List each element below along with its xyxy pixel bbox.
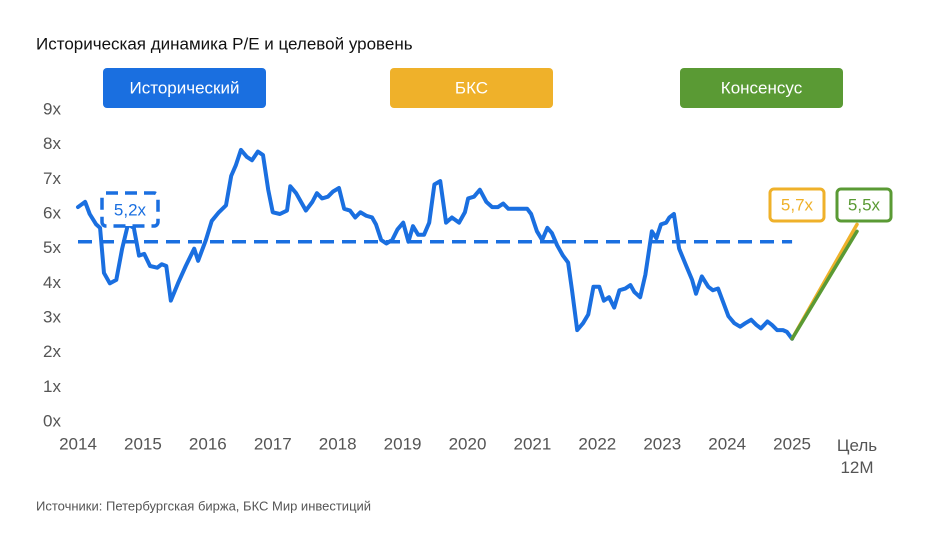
average-label-box: [100, 191, 160, 228]
x-tick-label: 2018: [319, 434, 357, 453]
x-tick-label: 2021: [514, 434, 552, 453]
series-line: [76, 147, 795, 341]
y-tick-label: 8x: [43, 134, 61, 153]
y-tick-label: 1x: [43, 377, 61, 396]
legend-label: БКС: [455, 78, 488, 97]
y-tick-label: 0x: [43, 411, 61, 430]
legend-button: [680, 68, 843, 108]
y-tick-label: 7x: [43, 169, 61, 188]
x-tick-label: 2022: [578, 434, 616, 453]
chart-title: Историческая динамика P/E и целевой уров…: [36, 34, 413, 53]
value-label: 5,7x: [781, 195, 814, 214]
x-tick-label: Цель 12M: [836, 436, 878, 477]
y-tick-label: 3x: [43, 307, 61, 326]
x-tick-label: 2014: [59, 434, 97, 453]
legend-button: [390, 68, 553, 108]
x-tick-label: 2019: [384, 434, 422, 453]
value-label: 5,5x: [848, 195, 881, 214]
series-line: [790, 229, 859, 341]
average-label: 5,2x: [114, 200, 147, 219]
legend-label: Консенсус: [721, 78, 803, 97]
y-tick-label: 5x: [43, 238, 61, 257]
value-label-box: [768, 187, 826, 223]
y-tick-label: 2x: [43, 342, 61, 361]
x-tick-label: 2025: [773, 434, 811, 453]
x-tick-label: 2024: [708, 434, 746, 453]
legend-label: Исторический: [130, 78, 240, 97]
x-tick-label: 2016: [189, 434, 227, 453]
x-tick-label: 2023: [643, 434, 681, 453]
value-label-box: [835, 187, 893, 223]
y-tick-label: 6x: [43, 203, 61, 222]
x-tick-label: 2017: [254, 434, 292, 453]
legend-button: [103, 68, 266, 108]
x-tick-label: 2015: [124, 434, 162, 453]
y-tick-label: 9x: [43, 99, 61, 118]
y-tick-label: 4x: [43, 273, 61, 292]
x-tick-label: 2020: [449, 434, 487, 453]
source-note: Источники: Петербургская биржа, БКС Мир …: [36, 498, 371, 513]
